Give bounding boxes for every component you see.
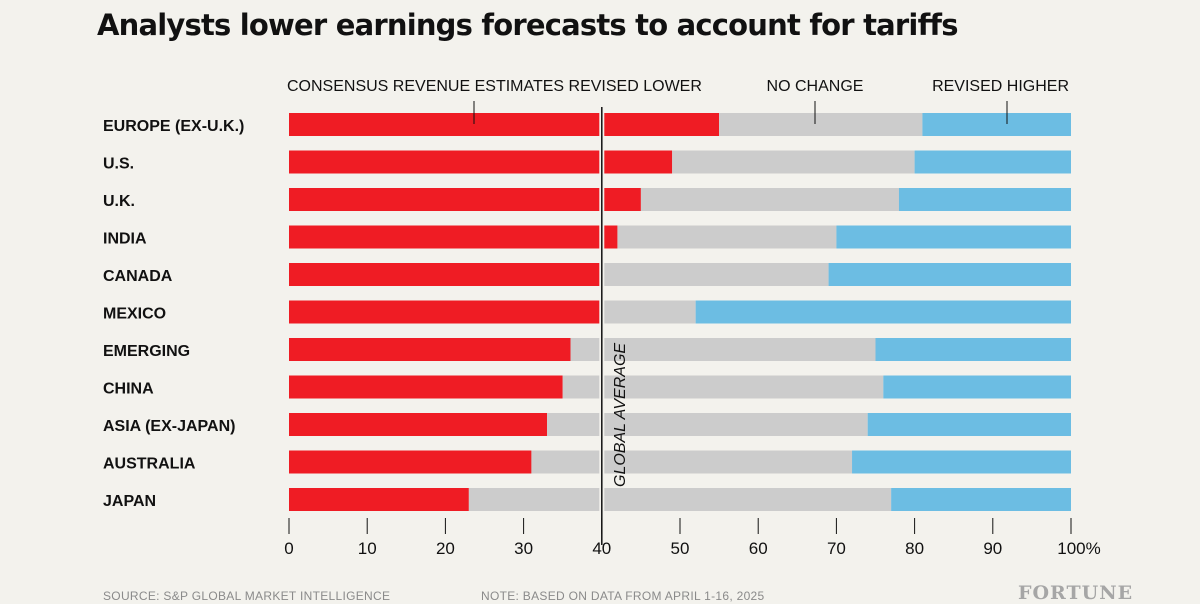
date-note: NOTE: BASED ON DATA FROM APRIL 1-16, 202… [481,589,765,603]
category-label: ASIA (EX-JAPAN) [103,418,235,435]
reference-line-label: GLOBAL AVERAGE [612,343,629,487]
bar-segment [468,488,892,511]
bar-segment [852,450,1071,474]
category-label: JAPAN [103,493,156,510]
category-label: U.S. [103,156,134,173]
bar-segment [289,150,673,174]
bar-segment [289,225,618,249]
x-tick-label: 10 [358,539,377,558]
category-label: EUROPE (EX-U.K.) [103,118,244,135]
category-label: CANADA [103,268,173,285]
chart-title: Analysts lower earnings forecasts to acc… [97,8,958,42]
category-label: CHINA [103,381,154,398]
category-label: AUSTRALIA [103,456,196,473]
bar-segment [836,225,1071,249]
bar-segment [719,113,923,136]
source-note: SOURCE: S&P GLOBAL MARKET INTELLIGENCE [103,589,391,603]
bar-segment [672,150,915,174]
bar-segment [914,150,1071,174]
bar-segment [617,225,837,249]
legend-label: REVISED HIGHER [932,78,1069,95]
x-tick-label: 40 [592,539,611,558]
bar-segment [289,188,641,211]
bar-segment [601,263,829,286]
bar-segment [289,338,571,361]
legend-label: NO CHANGE [767,78,864,95]
bar-segment [289,263,602,286]
bar-segment [289,300,602,324]
x-tick-label: 20 [436,539,455,558]
bar-segment [531,450,853,474]
bar-segment [867,413,1071,436]
x-tick-label: 80 [905,539,924,558]
category-label: EMERGING [103,343,190,360]
bar-segment [883,375,1071,399]
bar-segment [570,338,876,361]
x-tick-label: 60 [749,539,768,558]
category-label: U.K. [103,193,135,210]
category-label: INDIA [103,231,147,248]
x-tick-label: 100% [1057,539,1100,558]
bar-segment [289,113,720,136]
category-label: MEXICO [103,306,166,323]
bar-segment [601,300,696,324]
bar-segment [828,263,1071,286]
legend-label: CONSENSUS REVENUE ESTIMATES REVISED LOWE… [287,78,702,95]
x-tick-label: 90 [983,539,1002,558]
bar-segment [875,338,1071,361]
bar-segment [898,188,1071,211]
bar-segment [695,300,1071,324]
x-tick-label: 70 [827,539,846,558]
bar-segment [289,450,532,474]
bar-segment [289,488,469,511]
bar-segment [289,413,548,436]
fortune-logo: FORTUNE [1018,582,1134,604]
bar-segment [289,375,563,399]
bar-segment [891,488,1071,511]
bar-segment [922,113,1071,136]
x-tick-label: 50 [671,539,690,558]
bar-segment [640,188,899,211]
bar-segment [562,375,884,399]
x-tick-label: 0 [284,539,293,558]
bar-segment [547,413,868,436]
x-tick-label: 30 [514,539,533,558]
